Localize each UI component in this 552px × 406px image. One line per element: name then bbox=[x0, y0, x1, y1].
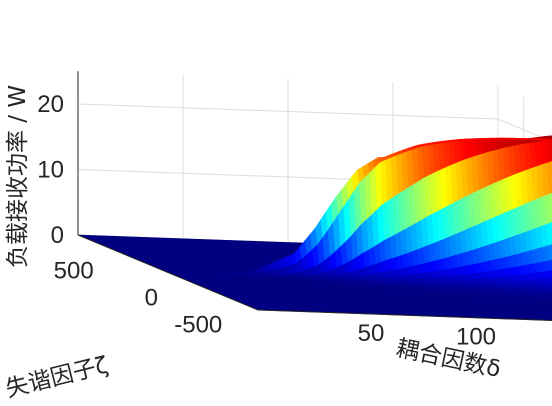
surface bbox=[77, 135, 552, 321]
grid-line-z bbox=[497, 118, 552, 143]
